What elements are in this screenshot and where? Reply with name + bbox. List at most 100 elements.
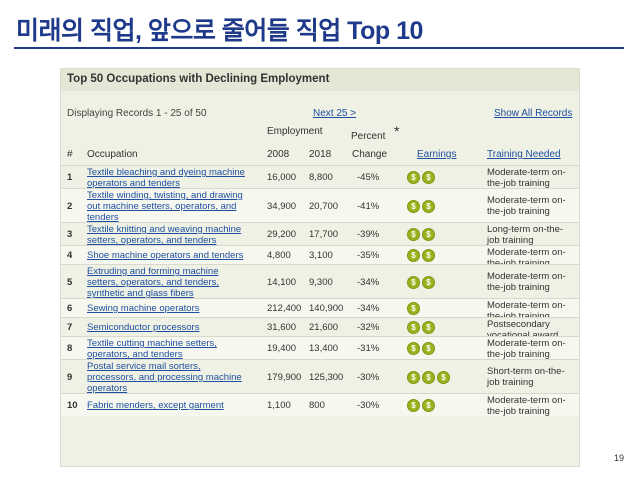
occupation-link[interactable]: Semiconductor processors <box>87 322 200 333</box>
percent-change-cell: -39% <box>357 229 380 240</box>
table-row: 5 Extruding and forming machine setters, o… <box>61 264 579 299</box>
occupation-link[interactable]: Postal service mail sorters, <box>87 361 201 372</box>
earnings-header[interactable]: Earnings <box>417 149 457 160</box>
next-page-link[interactable]: Next 25 > <box>313 108 357 119</box>
dollar-coin-icon: $ <box>422 371 435 384</box>
table-row: 6 Sewing machine operators 212,400 140,900 -… <box>61 298 579 322</box>
occupation-link[interactable]: tenders <box>87 212 119 223</box>
occupation-link[interactable]: Textile winding, twisting, and drawing <box>87 190 243 201</box>
training-needed-cell: Moderate-term on- <box>487 167 566 178</box>
earnings-rating: $ $ <box>407 399 435 412</box>
occupation-link[interactable]: Textile cutting machine setters, <box>87 338 217 349</box>
training-needed-cell: Postsecondary <box>487 319 550 330</box>
dollar-coin-icon: $ <box>422 200 435 213</box>
percent-header: Percent <box>351 131 386 142</box>
occupation-link[interactable]: synthetic and glass fibers <box>87 288 194 299</box>
asterisk-note: * <box>394 123 400 139</box>
rank-cell: 7 <box>67 322 73 333</box>
year-2018-header: 2018 <box>309 149 332 160</box>
employment-2018-cell: 3,100 <box>309 250 333 261</box>
percent-change-cell: -45% <box>357 172 380 183</box>
percent-change-cell: -30% <box>357 400 380 411</box>
dollar-coin-icon: $ <box>422 249 435 262</box>
dollar-coin-icon: $ <box>407 342 420 355</box>
rank-cell: 2 <box>67 201 73 212</box>
occupation-link[interactable]: operators <box>87 383 128 394</box>
table-row: 4 Shoe machine operators and tenders 4,800… <box>61 245 579 269</box>
year-2008-header: 2008 <box>267 149 290 160</box>
earnings-rating: $ $ $ <box>407 371 450 384</box>
training-header[interactable]: Training Needed <box>487 149 561 160</box>
earnings-rating: $ $ <box>407 249 435 262</box>
dollar-coin-icon: $ <box>422 399 435 412</box>
training-needed-cell: Moderate-term on- <box>487 395 566 406</box>
dollar-coin-icon: $ <box>422 171 435 184</box>
employment-2008-cell: 29,200 <box>267 229 297 240</box>
show-all-records-link[interactable]: Show All Records <box>494 108 573 119</box>
dollar-coin-icon: $ <box>407 228 420 241</box>
employment-2008-cell: 1,100 <box>267 400 291 411</box>
employment-2018-cell: 9,300 <box>309 277 333 288</box>
earnings-rating: $ $ <box>407 342 435 355</box>
training-needed-cell: the-job training <box>487 311 550 322</box>
training-needed-cell: the-job training <box>487 258 550 269</box>
training-needed-cell: the-job training <box>487 206 550 217</box>
percent-change-cell: -30% <box>357 372 380 383</box>
occupation-link[interactable]: setters, operators, and tenders, <box>87 277 220 288</box>
percent-change-cell: -34% <box>357 303 380 314</box>
table-title: Top 50 Occupations with Declining Employ… <box>67 73 330 85</box>
rank-cell: 3 <box>67 229 73 240</box>
rank-cell: 4 <box>67 250 73 261</box>
earnings-rating: $ $ <box>407 200 435 213</box>
occupation-link[interactable]: Fabric menders, except garment <box>87 400 224 411</box>
title-divider <box>14 47 624 49</box>
training-needed-cell: Long-term on-the- <box>487 224 564 235</box>
employment-2018-cell: 21,600 <box>309 322 339 333</box>
rank-cell: 9 <box>67 372 73 383</box>
employment-2008-cell: 19,400 <box>267 343 297 354</box>
earnings-rating: $ $ <box>407 171 435 184</box>
employment-header: Employment <box>267 126 323 137</box>
rank-cell: 6 <box>67 303 73 314</box>
dollar-coin-icon: $ <box>407 302 420 315</box>
earnings-rating: $ <box>407 302 420 315</box>
occupation-link[interactable]: out machine setters, operators, and <box>87 201 237 212</box>
occupations-table-panel: Top 50 Occupations with Declining Employ… <box>60 68 580 467</box>
dollar-coin-icon: $ <box>407 321 420 334</box>
occupation-link[interactable]: operators, and tenders <box>87 349 183 360</box>
training-needed-cell: job training <box>487 235 534 246</box>
table-row: 10 Fabric menders, except garment 1,100 800… <box>61 393 579 417</box>
percent-change-cell: -34% <box>357 277 380 288</box>
employment-2018-cell: 13,400 <box>309 343 339 354</box>
occupation-link[interactable]: Sewing machine operators <box>87 303 200 314</box>
dollar-coin-icon: $ <box>422 276 435 289</box>
records-count: Displaying Records 1 - 25 of 50 <box>67 108 207 119</box>
employment-2008-cell: 14,100 <box>267 277 297 288</box>
occupation-link[interactable]: Extruding and forming machine <box>87 266 219 277</box>
percent-change-cell: -31% <box>357 343 380 354</box>
employment-2008-cell: 4,800 <box>267 250 291 261</box>
slide-title: 미래의 직업, 앞으로 줄어들 직업 Top 10 <box>16 17 423 45</box>
percent-change-cell: -41% <box>357 201 380 212</box>
occupation-link[interactable]: setters, operators, and tenders <box>87 235 217 246</box>
occupation-link[interactable]: Shoe machine operators and tenders <box>87 250 244 261</box>
dollar-coin-icon: $ <box>407 171 420 184</box>
dollar-coin-icon: $ <box>422 228 435 241</box>
rank-cell: 1 <box>67 172 73 183</box>
rank-cell: 10 <box>67 400 78 411</box>
occupation-link[interactable]: Textile knitting and weaving machine <box>87 224 242 235</box>
training-needed-cell: vocational award <box>487 330 558 341</box>
occupation-link[interactable]: processors, and processing machine <box>87 372 242 383</box>
dollar-coin-icon: $ <box>407 200 420 213</box>
earnings-rating: $ $ <box>407 321 435 334</box>
rank-header: # <box>67 149 73 160</box>
percent-change-cell: -32% <box>357 322 380 333</box>
training-needed-cell: job training <box>487 377 534 388</box>
dollar-coin-icon: $ <box>407 249 420 262</box>
training-needed-cell: Moderate-term on- <box>487 271 566 282</box>
occupation-link[interactable]: operators and tenders <box>87 178 180 189</box>
occupation-link[interactable]: Textile bleaching and dyeing machine <box>87 167 245 178</box>
training-needed-cell: the-job training <box>487 349 550 360</box>
panel-header: Top 50 Occupations with Declining Employ… <box>61 69 579 91</box>
dollar-coin-icon: $ <box>422 342 435 355</box>
